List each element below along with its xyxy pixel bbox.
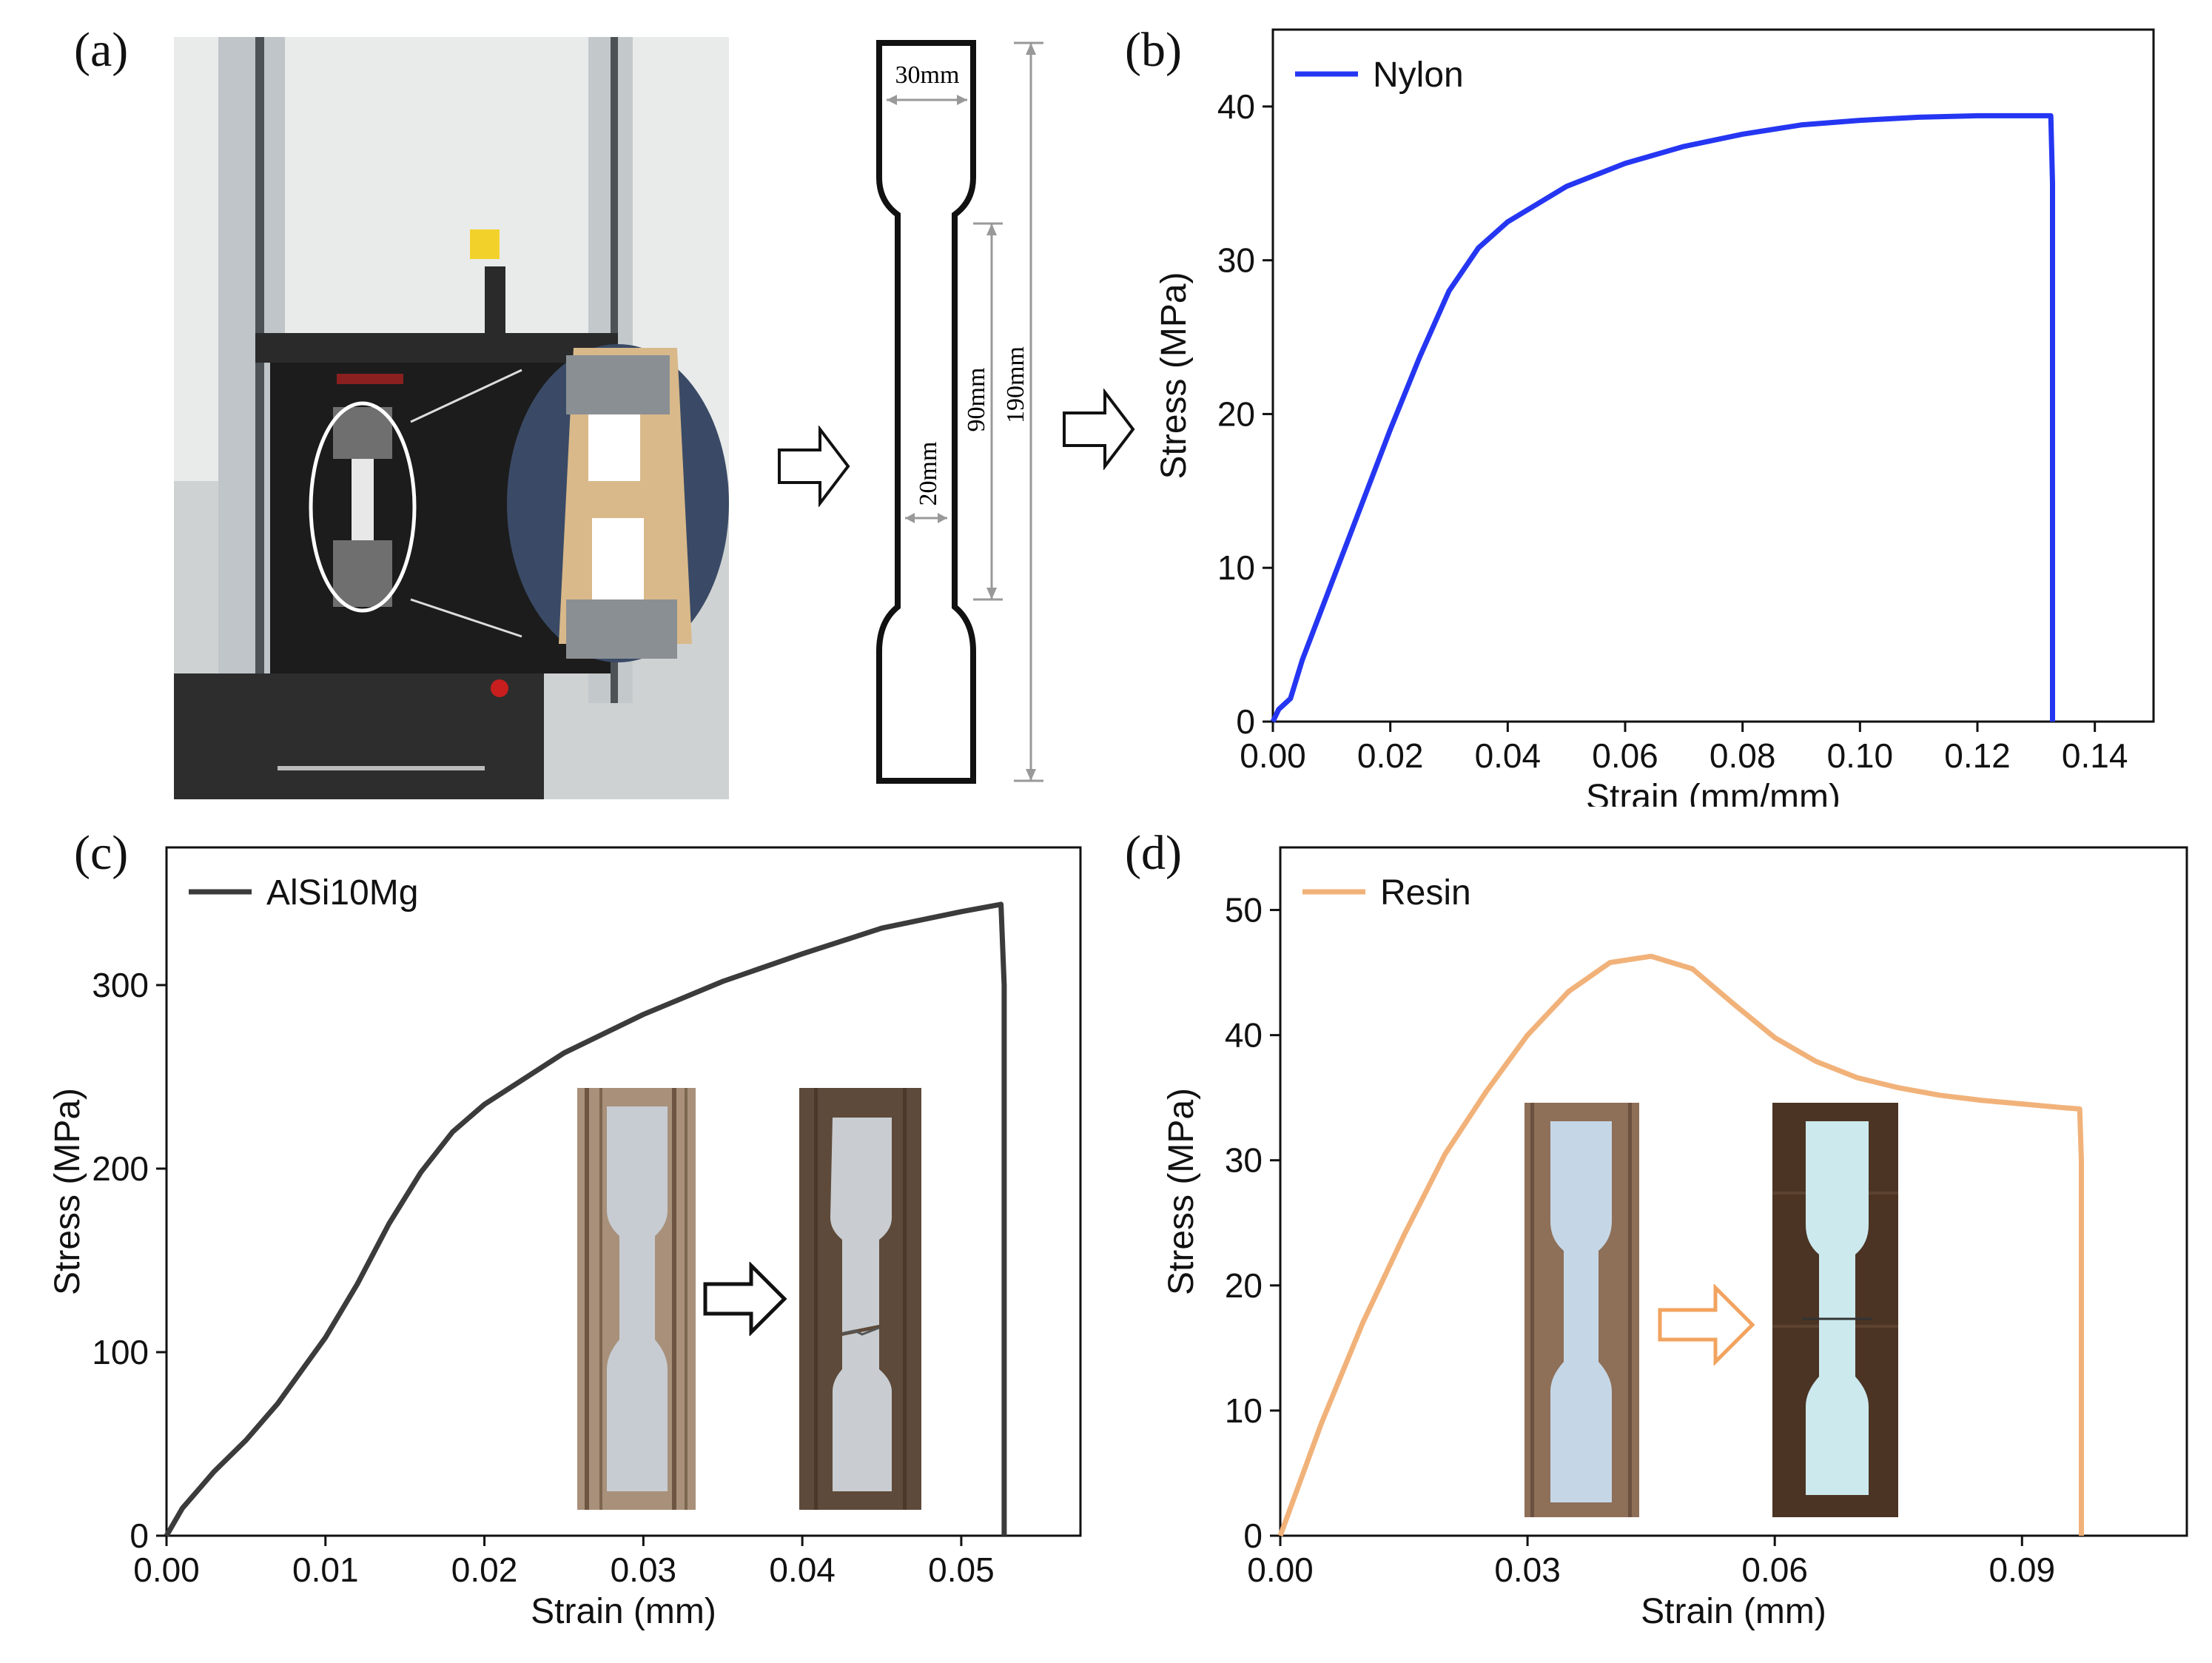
arrow-right-icon: [703, 1262, 787, 1336]
x-tick-label: 0.01: [292, 1551, 359, 1589]
x-axis-label: Strain (mm): [1641, 1592, 1826, 1631]
specimen-drawing: 30mm 20mm 90mm 190mm: [876, 40, 1043, 784]
plot-frame: [1279, 846, 2188, 1537]
y-tick-label: 40: [1225, 1016, 1263, 1055]
dim-grip-width: 30mm: [895, 61, 960, 89]
chart-alsi10mg-stress-strain: 0.00 0.01 0.02 0.03 0.04 0.05 0 100 200 300 Strain…: [48, 846, 1082, 1631]
zoom-inset: [507, 344, 729, 662]
x-tick-label: 0.04: [769, 1551, 836, 1589]
y-tick-label: 30: [1225, 1141, 1263, 1180]
x-tick-label: 0.02: [451, 1551, 518, 1589]
y-axis-label: Stress (MPa): [1162, 1088, 1201, 1295]
y-tick-label: 100: [92, 1333, 149, 1371]
arrow-right-icon: [1063, 389, 1135, 470]
dim-gauge-width: 20mm: [915, 442, 942, 506]
x-tick-label: 0.03: [1494, 1551, 1561, 1589]
x-tick-label: 0.06: [1741, 1551, 1808, 1589]
alsi10mg-specimen-before-photo: [577, 1088, 696, 1510]
series-line-alsi10mg: [164, 901, 1007, 1537]
y-tick-label: 20: [1225, 1266, 1263, 1305]
chart-nylon-stress-strain: 0.00 0.02 0.04 0.06 0.08 0.10 0.12 0.14 0 10 20 30 4…: [1154, 28, 2155, 807]
legend-label: Resin: [1380, 873, 1471, 913]
resin-specimen-after-photo: [1772, 1103, 1898, 1517]
chart-resin-stress-strain: 0.00 0.03 0.06 0.09 0 10 20 30 40 50 Strain (mm) St…: [1162, 846, 2188, 1631]
dim-gauge-length: 90mm: [963, 368, 990, 432]
alsi10mg-specimen-after-photo: [799, 1088, 921, 1510]
panel-label-a: (a): [74, 23, 129, 77]
x-tick-label: 0.00: [1240, 736, 1306, 775]
panel-label-d: (d): [1125, 826, 1182, 880]
dim-total-length: 190mm: [1002, 346, 1029, 423]
y-tick-label: 200: [92, 1149, 149, 1188]
y-tick-label: 30: [1217, 241, 1255, 280]
y-axis-label: Stress (MPa): [1154, 272, 1194, 479]
x-tick-label: 0.02: [1357, 736, 1424, 775]
panel-label-c: (c): [74, 826, 129, 880]
x-tick-label: 0.10: [1827, 736, 1894, 775]
y-tick-label: 10: [1217, 548, 1255, 587]
y-tick-label: 40: [1217, 87, 1255, 126]
legend-label: Nylon: [1373, 56, 1464, 95]
x-axis-label: Strain (mm): [531, 1592, 716, 1631]
y-tick-label: 50: [1225, 891, 1263, 930]
y-tick-label: 10: [1225, 1391, 1263, 1430]
x-tick-label: 0.03: [611, 1551, 677, 1589]
x-tick-label: 0.09: [1989, 1551, 2056, 1589]
x-tick-label: 0.04: [1475, 736, 1542, 775]
y-tick-label: 0: [1243, 1516, 1263, 1555]
y-tick-label: 0: [130, 1516, 149, 1555]
x-tick-label: 0.14: [2062, 736, 2128, 775]
x-tick-label: 0.00: [133, 1551, 200, 1589]
resin-specimen-before-photo: [1524, 1103, 1639, 1517]
y-tick-label: 20: [1217, 394, 1255, 433]
series-line-resin: [1277, 953, 2084, 1537]
y-tick-label: 0: [1236, 702, 1255, 741]
x-tick-label: 0.06: [1592, 736, 1658, 775]
y-axis-label: Stress (MPa): [48, 1088, 87, 1295]
x-tick-label: 0.08: [1710, 736, 1776, 775]
x-axis-label: Strain (mm/mm): [1586, 778, 1840, 807]
series-line-nylon: [1270, 112, 2055, 723]
arrow-right-icon: [1658, 1284, 1755, 1365]
x-tick-label: 0.00: [1247, 1551, 1314, 1589]
plot-frame: [1271, 28, 2155, 723]
legend-label: AlSi10Mg: [266, 873, 418, 913]
x-tick-label: 0.12: [1944, 736, 2011, 775]
y-tick-label: 300: [92, 966, 149, 1004]
panel-label-b: (b): [1125, 23, 1182, 77]
x-tick-label: 0.05: [928, 1551, 995, 1589]
plot-frame: [165, 846, 1082, 1537]
tensile-machine-photo: [174, 37, 729, 799]
arrow-right-icon: [778, 426, 850, 507]
